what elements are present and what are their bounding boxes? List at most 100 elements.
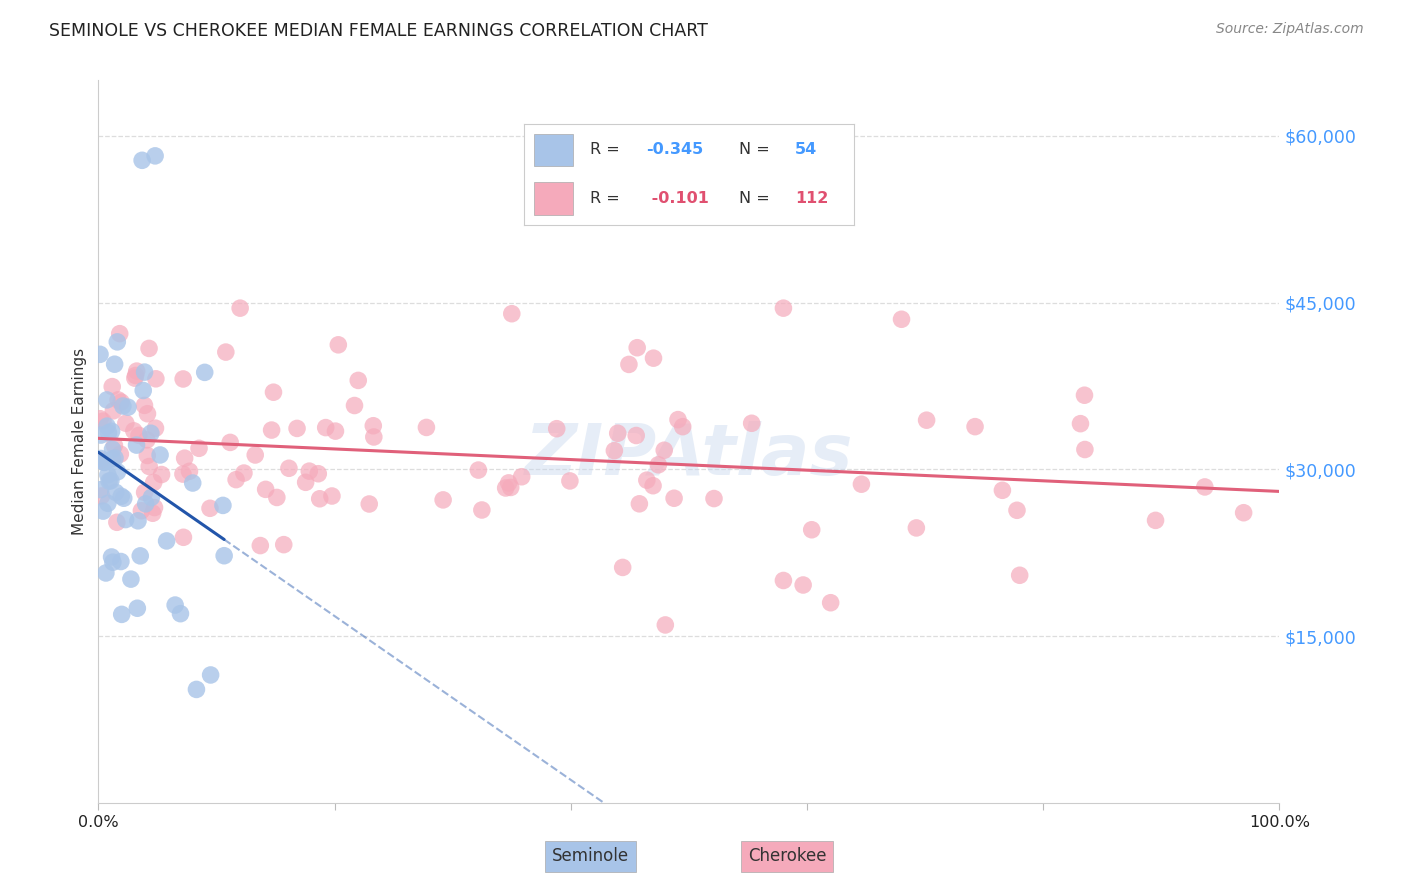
Point [107, 392, 129, 407]
Point [100, 474, 122, 488]
Point [132, 384, 155, 398]
Point [112, 491, 135, 506]
Point [172, 467, 194, 482]
Point [963, 419, 986, 434]
Point [134, 365, 156, 379]
Point [277, 461, 299, 475]
Point [101, 555, 124, 569]
Point [347, 373, 370, 387]
Point [90, 451, 112, 466]
Point [136, 407, 159, 421]
Point [124, 368, 146, 383]
Point [127, 514, 149, 528]
Point [108, 326, 131, 341]
Point [772, 574, 794, 588]
Point [142, 506, 165, 520]
Point [129, 549, 152, 563]
Point [96, 419, 118, 434]
Point [110, 395, 132, 409]
Point [100, 549, 122, 564]
Point [298, 464, 321, 478]
Point [138, 459, 160, 474]
Point [107, 465, 129, 479]
Point [915, 413, 938, 427]
Point [266, 491, 288, 505]
Point [652, 443, 675, 458]
Point [510, 469, 533, 483]
Point [1074, 442, 1097, 457]
Text: Seminole: Seminole [553, 847, 628, 865]
Point [90, 428, 112, 442]
Point [94, 566, 117, 580]
Point [285, 421, 308, 435]
Point [135, 497, 157, 511]
Point [179, 464, 201, 478]
Point [125, 364, 148, 378]
Point [1194, 480, 1216, 494]
Point [991, 483, 1014, 498]
Point [363, 430, 385, 444]
Point [212, 549, 235, 563]
Point [145, 421, 167, 435]
Point [800, 523, 823, 537]
Point [172, 372, 194, 386]
Point [115, 416, 138, 430]
Point [321, 489, 343, 503]
Point [89, 411, 111, 425]
Point [90, 453, 112, 467]
Point [498, 475, 520, 490]
Point [212, 499, 235, 513]
Point [215, 345, 238, 359]
Point [219, 435, 242, 450]
Point [90, 489, 112, 503]
Point [495, 481, 517, 495]
Point [188, 442, 211, 456]
Point [97, 425, 120, 440]
Point [110, 555, 132, 569]
Point [636, 473, 658, 487]
Point [662, 491, 685, 506]
Point [104, 357, 127, 371]
Point [114, 512, 136, 526]
Point [672, 419, 695, 434]
Point [225, 473, 247, 487]
Point [186, 682, 208, 697]
Point [128, 428, 150, 442]
Point [122, 424, 145, 438]
Point [772, 301, 794, 315]
Point [641, 479, 664, 493]
Point [98, 474, 121, 488]
Point [97, 496, 120, 510]
Point [173, 451, 195, 466]
Point [654, 618, 676, 632]
Point [165, 598, 187, 612]
Point [666, 412, 689, 426]
Point [105, 516, 128, 530]
Point [120, 572, 142, 586]
Point [308, 491, 330, 506]
Point [172, 530, 194, 544]
Point [131, 153, 153, 168]
Text: Cherokee: Cherokee [748, 847, 827, 865]
Point [294, 475, 316, 490]
Point [647, 458, 669, 472]
Point [91, 504, 114, 518]
Point [101, 451, 124, 466]
Point [1069, 417, 1091, 431]
Point [145, 372, 167, 386]
Point [124, 371, 146, 385]
Point [603, 443, 626, 458]
Point [111, 399, 134, 413]
Point [273, 538, 295, 552]
Point [143, 500, 166, 515]
Point [142, 475, 165, 490]
Point [103, 404, 125, 418]
Point [626, 341, 648, 355]
Point [624, 428, 647, 442]
Point [93, 455, 115, 469]
Point [96, 392, 118, 407]
Point [741, 417, 763, 431]
Point [232, 466, 254, 480]
Point [606, 426, 628, 441]
Point [254, 483, 277, 497]
